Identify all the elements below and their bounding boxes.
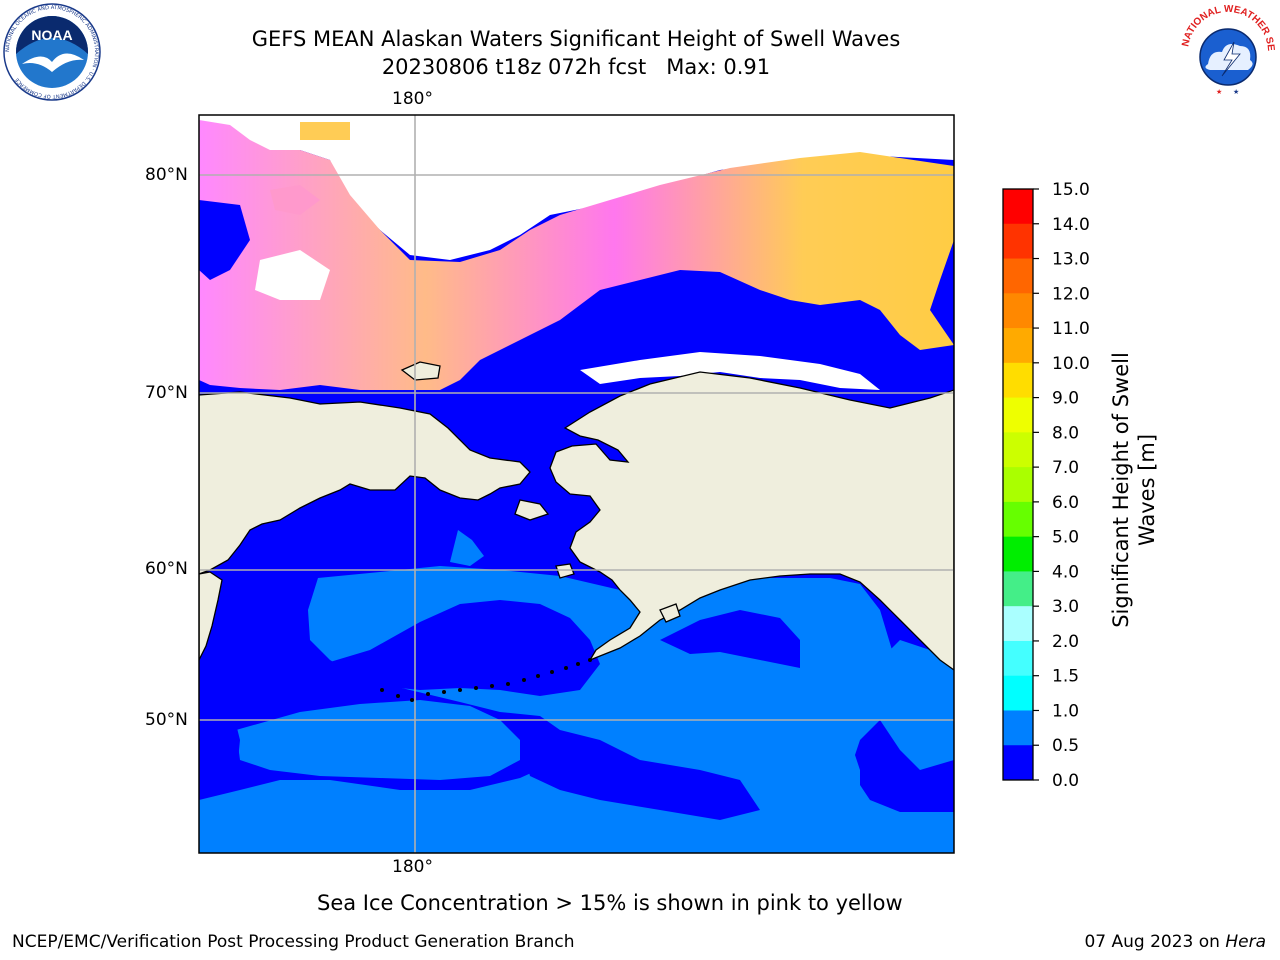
colorbar-segment <box>1003 467 1033 503</box>
colorbar-label: Significant Height of Swell Waves [m] <box>1109 352 1159 628</box>
colorbar-segment <box>1003 397 1033 433</box>
colorbar-tick-label: 13.0 <box>1052 250 1090 270</box>
colorbar-tick-label: 0.0 <box>1052 771 1079 791</box>
colorbar-segment <box>1003 571 1033 607</box>
colorbar-tick-label: 11.0 <box>1052 319 1090 339</box>
map-frame <box>198 114 955 854</box>
colorbar-tick-label: 4.0 <box>1052 562 1079 582</box>
colorbar-segment <box>1003 189 1033 225</box>
colorbar-segment <box>1003 293 1033 329</box>
nws-logo: NATIONAL WEATHER SERVICE ★ ★ <box>1178 2 1276 100</box>
chart-title: GEFS MEAN Alaskan Waters Significant Hei… <box>251 27 901 51</box>
colorbar-tick-label: 5.0 <box>1052 528 1079 548</box>
colorbar-tick-label: 10.0 <box>1052 354 1090 374</box>
graticule <box>199 115 954 853</box>
kodiak-island <box>659 603 681 623</box>
colorbar-ticks: 15.0 14.0 13.0 12.0 11.0 10.0 9.0 8.0 7.0 6.0 5.0 4… <box>1033 180 1090 791</box>
chart-subtitle: 20230806 t18z 072h fcst Max: 0.91 <box>381 55 771 79</box>
svg-text:★: ★ <box>1233 88 1239 96</box>
colorbar-segment <box>1003 223 1033 260</box>
lat-label-50: 50°N <box>145 710 188 730</box>
colorbar-tick-label: 6.0 <box>1052 493 1079 513</box>
st-lawrence-island <box>514 499 550 521</box>
aleutian-islands <box>380 658 592 702</box>
colorbar-segment <box>1003 745 1033 781</box>
colorbar-frame <box>1002 188 1034 781</box>
colorbar-segment <box>1003 640 1033 677</box>
sea-ice-note: Sea Ice Concentration > 15% is shown in … <box>317 891 903 915</box>
colorbar-tick-label: 14.0 <box>1052 215 1090 235</box>
colorbar <box>1003 189 1033 781</box>
colorbar-tick-label: 3.0 <box>1052 597 1079 617</box>
colorbar-tick-label: 8.0 <box>1052 423 1079 443</box>
colorbar-tick-label: 0.5 <box>1052 736 1079 756</box>
kamchatka-land <box>199 571 223 661</box>
colorbar-tick-label: 1.0 <box>1052 701 1079 721</box>
colorbar-segment <box>1003 675 1033 711</box>
colorbar-segment <box>1003 362 1033 399</box>
swell-0-0.5-regions <box>199 600 800 820</box>
colorbar-segment <box>1003 710 1033 746</box>
land-masses <box>199 361 954 671</box>
noaa-logo: NOAA NATIONAL OCEANIC AND ATMOSPHERIC AD… <box>3 3 101 101</box>
colorbar-segment <box>1003 606 1033 642</box>
alaska-land <box>549 371 954 671</box>
footer-date-text: 07 Aug 2023 on <box>1084 932 1226 952</box>
colorbar-tick-label: 7.0 <box>1052 458 1079 478</box>
lon-label-bottom: 180° <box>392 857 433 877</box>
svg-text:★: ★ <box>1216 88 1222 96</box>
lat-label-80: 80°N <box>145 165 188 185</box>
colorbar-tick-label: 1.5 <box>1052 667 1079 687</box>
colorbar-segment <box>1003 328 1033 364</box>
nunivak-island <box>555 563 575 579</box>
colorbar-segment <box>1003 536 1033 572</box>
footer-branch: NCEP/EMC/Verification Post Processing Pr… <box>12 932 575 952</box>
colorbar-tick-label: 2.0 <box>1052 632 1079 652</box>
colorbar-tick-label: 12.0 <box>1052 284 1090 304</box>
lat-label-60: 60°N <box>145 559 188 579</box>
noaa-logo-text: NOAA <box>31 27 72 43</box>
colorbar-tick-label: 15.0 <box>1052 180 1090 200</box>
lat-label-70: 70°N <box>145 383 188 403</box>
colorbar-label-line1: Significant Height of Swell <box>1109 352 1133 628</box>
lon-label-top: 180° <box>392 89 433 109</box>
colorbar-segment <box>1003 258 1033 294</box>
map-area <box>199 115 954 853</box>
colorbar-label-line2: Waves [m] <box>1135 434 1159 546</box>
footer-date: 07 Aug 2023 on Hera <box>1084 932 1266 952</box>
sea-ice-region <box>199 115 954 392</box>
colorbar-segment <box>1003 501 1033 538</box>
footer-host: Hera <box>1225 932 1266 952</box>
colorbar-segment <box>1003 432 1033 468</box>
wrangel-island <box>400 361 441 381</box>
colorbar-tick-label: 9.0 <box>1052 389 1079 409</box>
